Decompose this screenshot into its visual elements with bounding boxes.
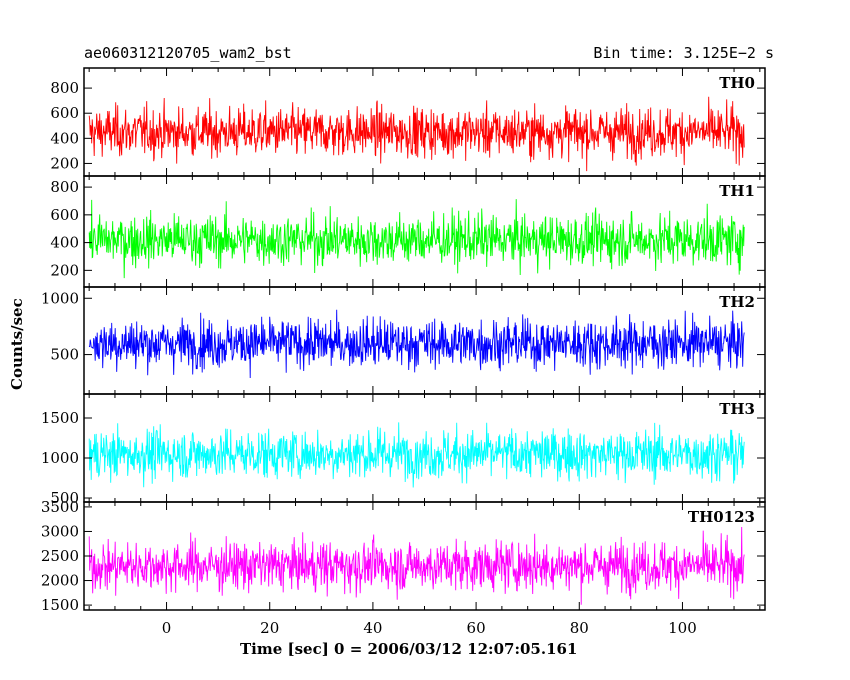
series-line-th1 <box>88 199 745 279</box>
x-axis-label: Time [sec] 0 = 2006/03/12 12:07:05.161 <box>240 640 578 658</box>
y-tick-label: 500 <box>50 346 79 364</box>
y-tick-label: 2500 <box>41 547 79 565</box>
x-tick-label: 80 <box>570 619 589 637</box>
y-tick-label: 1500 <box>41 596 79 614</box>
y-tick-label: 800 <box>50 178 79 196</box>
x-tick-label: 20 <box>260 619 279 637</box>
series-line-th3 <box>88 422 745 488</box>
y-tick-label: 3000 <box>41 522 79 540</box>
bin-time-label: Bin time: 3.125E−2 s <box>593 44 774 62</box>
y-tick-label: 1500 <box>41 409 79 427</box>
y-tick-label: 3500 <box>41 498 79 516</box>
series-line-th0123 <box>88 526 745 605</box>
panel-label-th0123: TH0123 <box>688 508 755 526</box>
panel-frame-th0 <box>83 67 766 177</box>
series-line-th2 <box>88 309 745 379</box>
y-tick-label: 600 <box>50 206 79 224</box>
y-tick-label: 2000 <box>41 572 79 590</box>
panel-label-th0: TH0 <box>719 74 755 92</box>
x-tick-label: 40 <box>363 619 382 637</box>
y-tick-label: 1000 <box>41 449 79 467</box>
x-tick-label: 0 <box>162 619 172 637</box>
y-tick-label: 400 <box>50 129 79 147</box>
x-tick-label: 60 <box>467 619 486 637</box>
y-tick-label: 200 <box>50 154 79 172</box>
plot-title: ae060312120705_wam2_bst <box>84 44 292 62</box>
y-tick-label: 600 <box>50 104 79 122</box>
panel-label-th1: TH1 <box>719 182 755 200</box>
series-line-th0 <box>88 96 745 172</box>
y-tick-label: 800 <box>50 79 79 97</box>
x-tick-label: 100 <box>668 619 697 637</box>
y-axis-label: Counts/sec <box>8 298 26 390</box>
y-tick-label: 1000 <box>41 289 79 307</box>
y-tick-label: 500 <box>50 489 79 507</box>
y-tick-label: 400 <box>50 234 79 252</box>
panel-label-th3: TH3 <box>719 400 755 418</box>
y-tick-label: 200 <box>50 261 79 279</box>
panel-label-th2: TH2 <box>719 293 755 311</box>
panel-frame-th0123 <box>83 501 766 611</box>
